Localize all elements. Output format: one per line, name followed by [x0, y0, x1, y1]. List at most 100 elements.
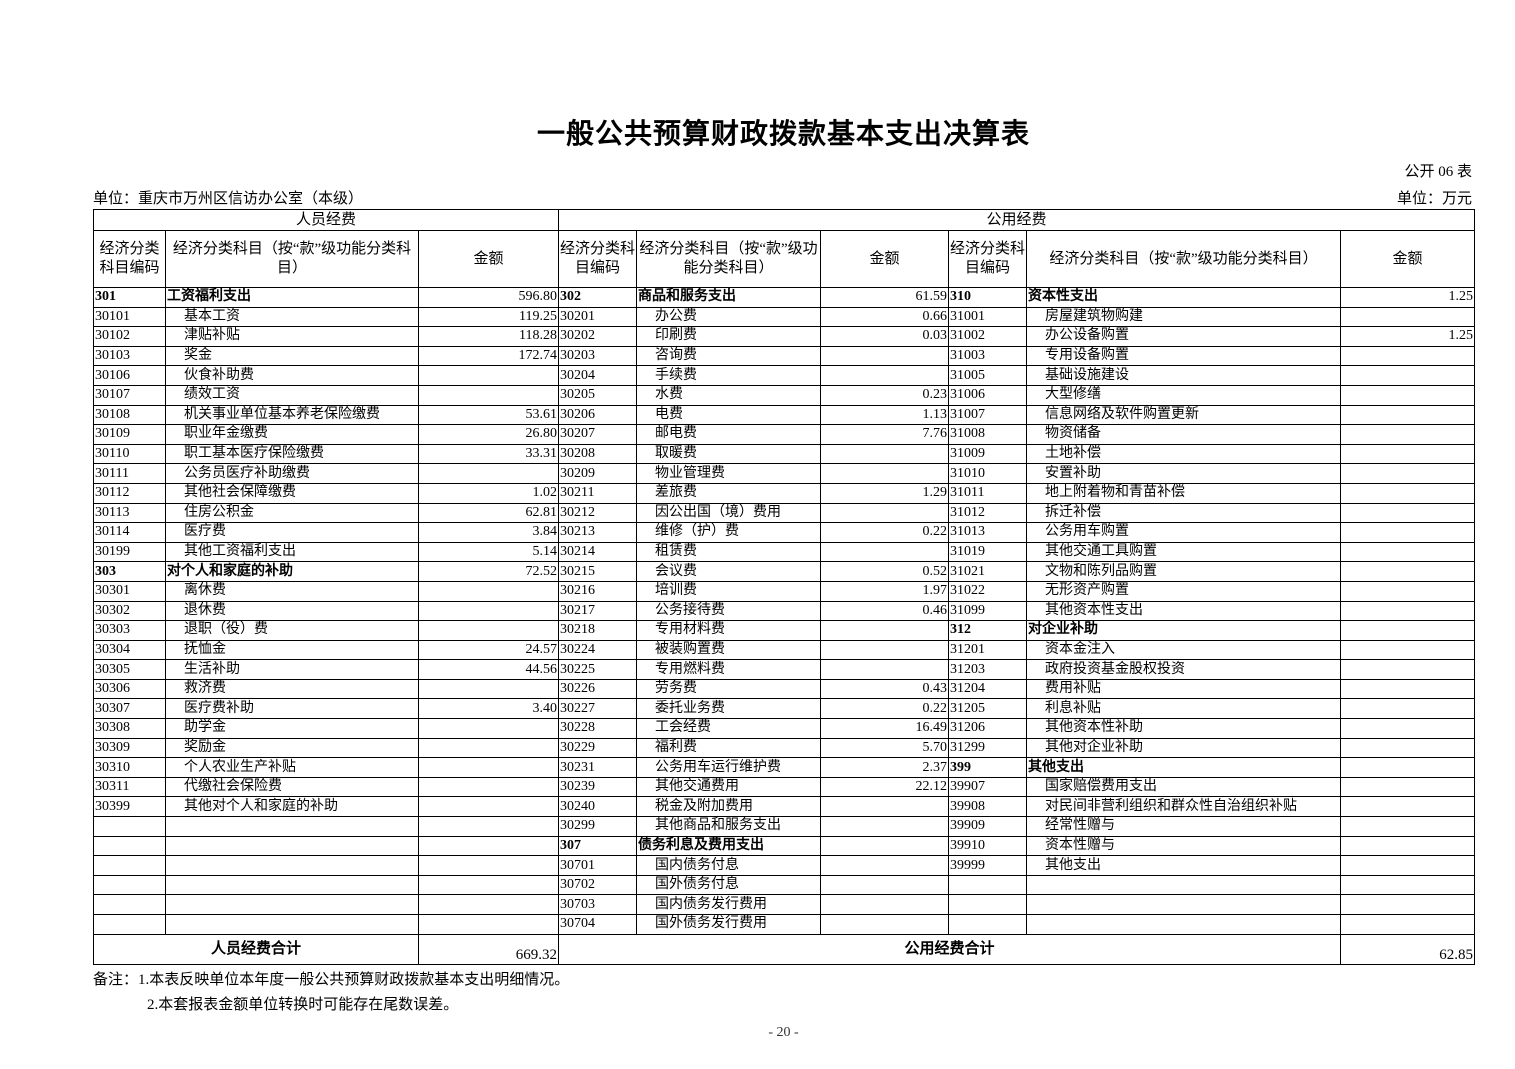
header-name: 经济分类科目（按“款”级功能分类科目）	[636, 230, 822, 288]
cell-name: 会议费	[636, 561, 822, 582]
cell-name: 土地补偿	[1026, 443, 1342, 465]
cell-amount: 1.97	[820, 580, 950, 602]
header-name: 经济分类科目（按“款”级功能分类科目）	[1026, 230, 1342, 288]
table-row: 30106 伙食补助费 30204 手续费 31005 基础设施建设	[93, 365, 1476, 386]
cell-amount	[820, 639, 950, 661]
cell-amount: 1.25	[1340, 326, 1476, 347]
cell-name: 物资储备	[1026, 424, 1342, 445]
cell-name: 对民间非营利组织和群众性自治组织补贴	[1026, 796, 1342, 818]
table-row: 30311 代缴社会保险费 30239 其他交通费用 22.12 39907 国家赔偿费用支…	[93, 776, 1476, 798]
cell-code: 31010	[948, 463, 1028, 484]
cell-amount	[820, 874, 950, 896]
cell-name: 维修（护）费	[636, 522, 822, 543]
table-row: 30103 奖金 172.74 30203 咨询费 31003 专用设备购置	[93, 345, 1476, 367]
cell-name: 经常性赠与	[1026, 816, 1342, 837]
cell-amount	[417, 384, 560, 406]
cell-name: 对企业补助	[1026, 620, 1342, 641]
cell-name: 公务用车运行维护费	[636, 757, 822, 778]
cell-code: 31001	[948, 306, 1028, 328]
cell-name: 资本金注入	[1026, 639, 1342, 661]
cell-code: 31299	[948, 737, 1028, 759]
cell-code: 30111	[93, 463, 166, 484]
cell-code: 30202	[558, 326, 638, 347]
cell-amount: 172.74	[417, 345, 560, 367]
cell-code: 30114	[93, 522, 166, 543]
cell-name: 培训费	[636, 580, 822, 602]
cell-code: 31003	[948, 345, 1028, 367]
table-row: 30309 奖励金 30229 福利费 5.70 31299 其他对企业补助	[93, 737, 1476, 759]
cell-amount: 3.40	[417, 698, 560, 720]
cell-amount: 44.56	[417, 659, 560, 680]
cell-code: 31013	[948, 522, 1028, 543]
cell-code: 30703	[558, 894, 638, 915]
cell-code	[93, 816, 166, 837]
cell-name: 专用材料费	[636, 620, 822, 641]
cell-name: 国内债务发行费用	[636, 894, 822, 915]
cell-code: 312	[948, 620, 1028, 641]
cell-name: 安置补助	[1026, 463, 1342, 484]
cell-amount	[417, 463, 560, 484]
cell-code	[948, 874, 1028, 896]
cell-name	[1026, 874, 1342, 896]
cell-name: 其他资本性补助	[1026, 718, 1342, 739]
cell-name: 被装购置费	[636, 639, 822, 661]
cell-name: 其他资本性支出	[1026, 600, 1342, 622]
cell-name: 资本性赠与	[1026, 835, 1342, 857]
cell-name: 医疗费补助	[165, 698, 419, 720]
cell-amount	[1340, 365, 1476, 386]
cell-code: 30106	[93, 365, 166, 386]
cell-code: 39907	[948, 776, 1028, 798]
header-code: 经济分类科目编码	[948, 230, 1028, 288]
cell-name: 委托业务费	[636, 698, 822, 720]
cell-code: 39999	[948, 855, 1028, 876]
cell-amount	[820, 835, 950, 857]
cell-code: 302	[558, 287, 638, 308]
cell-amount	[1340, 384, 1476, 406]
cell-code: 30211	[558, 482, 638, 504]
cell-code: 39909	[948, 816, 1028, 837]
cell-amount	[1340, 718, 1476, 739]
cell-amount: 72.52	[417, 561, 560, 582]
cell-name: 医疗费	[165, 522, 419, 543]
cell-amount: 0.52	[820, 561, 950, 582]
cell-code	[93, 874, 166, 896]
cell-amount: 16.49	[820, 718, 950, 739]
cell-code: 30305	[93, 659, 166, 680]
cell-code: 31021	[948, 561, 1028, 582]
cell-name	[165, 816, 419, 837]
totals-row: 人员经费合计 669.32 公用经费合计 62.85	[93, 933, 1476, 965]
cell-name: 机关事业单位基本养老保险缴费	[165, 404, 419, 426]
cell-name: 个人农业生产补贴	[165, 757, 419, 778]
cell-code: 30207	[558, 424, 638, 445]
cell-code: 31022	[948, 580, 1028, 602]
cell-name: 取暖费	[636, 443, 822, 465]
cell-amount: 0.22	[820, 522, 950, 543]
cell-name: 办公费	[636, 306, 822, 328]
cell-code: 31012	[948, 502, 1028, 524]
cell-name: 债务利息及费用支出	[636, 835, 822, 857]
cell-amount: 0.43	[820, 678, 950, 700]
cell-code: 39908	[948, 796, 1028, 818]
cell-code: 30231	[558, 757, 638, 778]
cell-amount	[820, 443, 950, 465]
cell-amount: 596.80	[417, 287, 560, 308]
cell-code: 31099	[948, 600, 1028, 622]
notes: 备注：1.本表反映单位本年度一般公共预算财政拨款基本支出明细情况。 2.本套报表…	[93, 968, 569, 1018]
table-row: 303 对个人和家庭的补助 72.52 30215 会议费 0.52 31021 文物和陈列品…	[93, 561, 1476, 582]
table-row: 30308 助学金 30228 工会经费 16.49 31206 其他资本性补助	[93, 718, 1476, 739]
cell-amount	[820, 659, 950, 680]
cell-amount	[417, 855, 560, 876]
table-row: 30109 职业年金缴费 26.80 30207 邮电费 7.76 31008 物资储备	[93, 424, 1476, 445]
cell-name: 退休费	[165, 600, 419, 622]
cell-amount	[1340, 678, 1476, 700]
cell-amount	[1340, 835, 1476, 857]
cell-code: 30217	[558, 600, 638, 622]
cell-name: 其他支出	[1026, 757, 1342, 778]
cell-code: 30303	[93, 620, 166, 641]
cell-code: 30209	[558, 463, 638, 484]
cell-code: 399	[948, 757, 1028, 778]
cell-amount: 53.61	[417, 404, 560, 426]
cell-code	[93, 894, 166, 915]
cell-amount: 26.80	[417, 424, 560, 445]
table-row: 30302 退休费 30217 公务接待费 0.46 31099 其他资本性支出	[93, 600, 1476, 622]
